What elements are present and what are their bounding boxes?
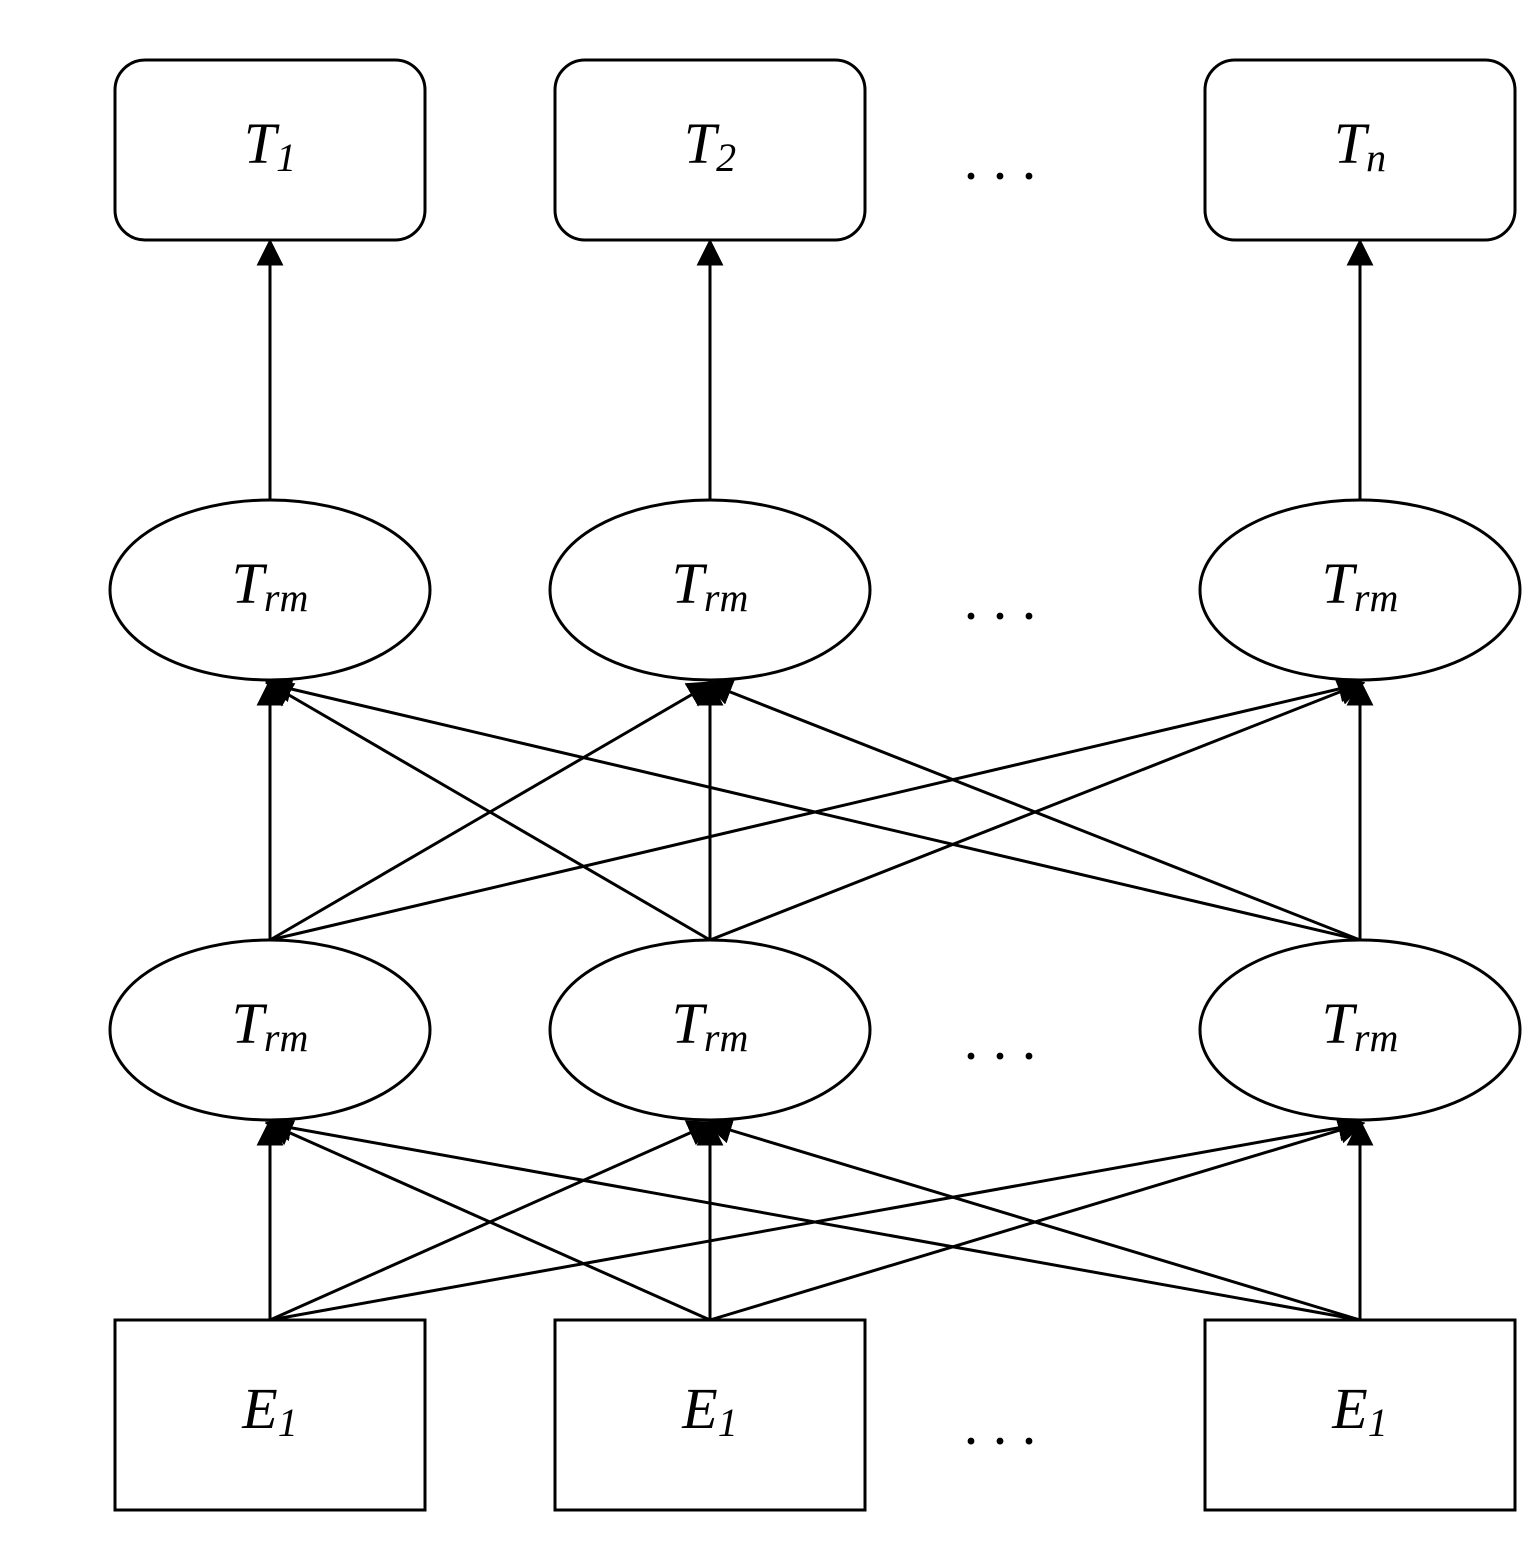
- ellipsis: . . .: [964, 566, 1037, 631]
- ellipsis: . . .: [964, 1391, 1037, 1456]
- edges: [270, 244, 1360, 1320]
- transformer-diagram: T1T2Tn. . .TrmTrmTrm. . .TrmTrmTrm. . .E…: [0, 0, 1528, 1550]
- ellipsis: . . .: [964, 1006, 1037, 1071]
- nodes: T1T2Tn. . .TrmTrmTrm. . .TrmTrmTrm. . .E…: [110, 60, 1520, 1510]
- ellipsis: . . .: [964, 126, 1037, 191]
